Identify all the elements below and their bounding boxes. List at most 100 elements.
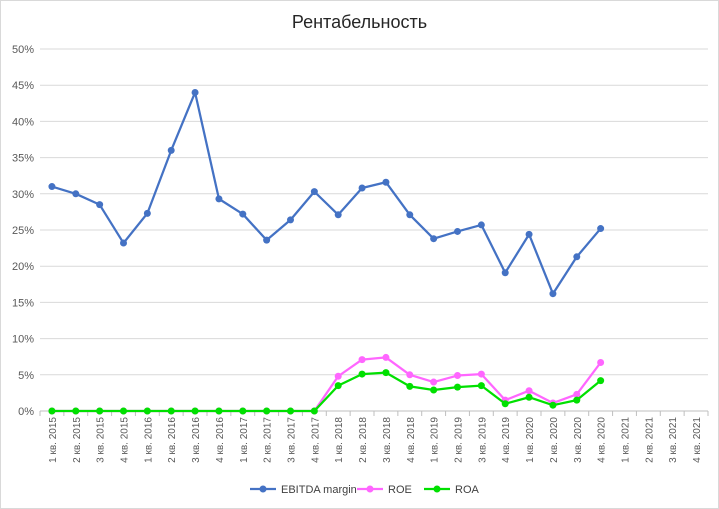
x-axis: 1 кв. 2015 2 кв. 2015 3 кв. 2015 4 кв. 2015… <box>39 410 709 463</box>
y-tick-label: 20% <box>12 261 34 273</box>
data-point <box>48 183 56 191</box>
data-point <box>430 378 438 386</box>
series-lines <box>48 88 605 415</box>
x-tick-label: 2 кв. 2020 <box>549 417 560 463</box>
y-tick-label: 15% <box>12 297 34 309</box>
x-tick-label: 2 кв. 2021 <box>644 417 655 463</box>
data-point <box>239 210 247 218</box>
data-point <box>143 209 151 217</box>
data-point <box>263 407 271 415</box>
data-point <box>72 190 80 198</box>
y-tick-label: 0% <box>18 406 34 418</box>
data-point <box>239 407 247 415</box>
legend-marker <box>366 485 374 493</box>
data-point <box>573 396 581 404</box>
x-tick-label: 2 кв. 2018 <box>358 417 369 463</box>
data-point <box>454 383 461 391</box>
y-tick-label: 50% <box>12 44 34 56</box>
x-tick-label: 1 кв. 2020 <box>525 417 536 463</box>
data-point <box>167 407 175 415</box>
series-line <box>51 356 602 413</box>
data-point <box>406 371 414 379</box>
x-tick-label: 2 кв. 2015 <box>72 417 83 463</box>
data-point <box>215 407 223 415</box>
chart-title: Рентабельность <box>291 12 428 32</box>
legend-label: ROA <box>455 484 480 496</box>
data-point <box>48 407 56 415</box>
gridlines <box>40 48 708 412</box>
data-point <box>382 178 390 186</box>
data-point <box>334 372 342 380</box>
legend-marker <box>259 485 267 493</box>
data-point <box>310 188 318 196</box>
data-point <box>72 407 80 415</box>
data-point <box>525 387 533 395</box>
data-point <box>96 201 104 209</box>
series-roa <box>48 369 605 415</box>
x-tick-label: 2 кв. 2016 <box>167 417 178 463</box>
data-point <box>143 407 151 415</box>
data-point <box>263 236 271 244</box>
data-point <box>597 377 605 385</box>
y-axis: 0% 5% 10% 15% 20% 25% 30% 35% 40% 45% 50% <box>12 44 34 418</box>
data-point <box>525 230 533 238</box>
data-point <box>573 253 581 261</box>
data-point <box>382 353 390 361</box>
y-tick-label: 35% <box>12 153 34 165</box>
series-line <box>51 91 602 295</box>
series-roe <box>48 353 605 415</box>
x-tick-label: 3 кв. 2021 <box>668 417 679 463</box>
data-point <box>406 211 414 219</box>
data-point <box>549 290 557 298</box>
data-point <box>573 390 581 398</box>
data-point <box>525 393 533 401</box>
data-point <box>358 370 366 378</box>
data-point <box>477 221 485 229</box>
legend-label: EBITDA margin <box>281 484 357 496</box>
x-tick-label: 1 кв. 2015 <box>48 417 59 463</box>
y-tick-label: 25% <box>12 225 34 237</box>
y-tick-label: 10% <box>12 334 34 346</box>
series-line <box>51 371 602 413</box>
x-tick-label: 3 кв. 2020 <box>573 417 584 463</box>
x-tick-label: 4 кв. 2016 <box>215 417 226 463</box>
data-point <box>191 407 199 415</box>
data-point <box>406 382 414 390</box>
x-tick-label: 3 кв. 2017 <box>287 417 298 463</box>
y-tick-label: 45% <box>12 80 34 92</box>
data-point <box>96 407 104 415</box>
x-tick-label: 4 кв. 2020 <box>597 417 608 463</box>
legend-marker <box>433 485 441 493</box>
data-point <box>120 239 127 247</box>
data-point <box>382 369 390 377</box>
data-point <box>430 235 438 243</box>
data-point <box>477 370 485 378</box>
y-tick-label: 40% <box>12 116 34 128</box>
data-point <box>358 184 366 192</box>
x-tick-label: 2 кв. 2017 <box>263 417 274 463</box>
data-point <box>454 372 461 380</box>
x-tick-label: 4 кв. 2017 <box>310 417 321 463</box>
data-point <box>430 386 438 394</box>
data-point <box>334 382 342 390</box>
data-point <box>597 358 605 366</box>
data-point <box>334 211 342 219</box>
x-tick-label: 1 кв. 2019 <box>430 417 441 463</box>
x-tick-label: 1 кв. 2017 <box>239 417 250 463</box>
data-point <box>597 225 605 233</box>
data-point <box>501 400 509 408</box>
x-tick-label: 3 кв. 2016 <box>191 417 202 463</box>
x-tick-label: 1 кв. 2018 <box>334 417 345 463</box>
x-tick-label: 1 кв. 2016 <box>143 417 154 463</box>
data-point <box>287 216 294 224</box>
data-point <box>310 407 318 415</box>
data-point <box>167 146 175 154</box>
data-point <box>454 227 461 235</box>
x-tick-label: 4 кв. 2018 <box>406 417 417 463</box>
x-tick-label: 3 кв. 2018 <box>382 417 393 463</box>
x-tick-label: 1 кв. 2021 <box>621 417 632 463</box>
data-point <box>477 382 485 390</box>
y-tick-label: 30% <box>12 189 34 201</box>
data-point <box>549 401 557 409</box>
